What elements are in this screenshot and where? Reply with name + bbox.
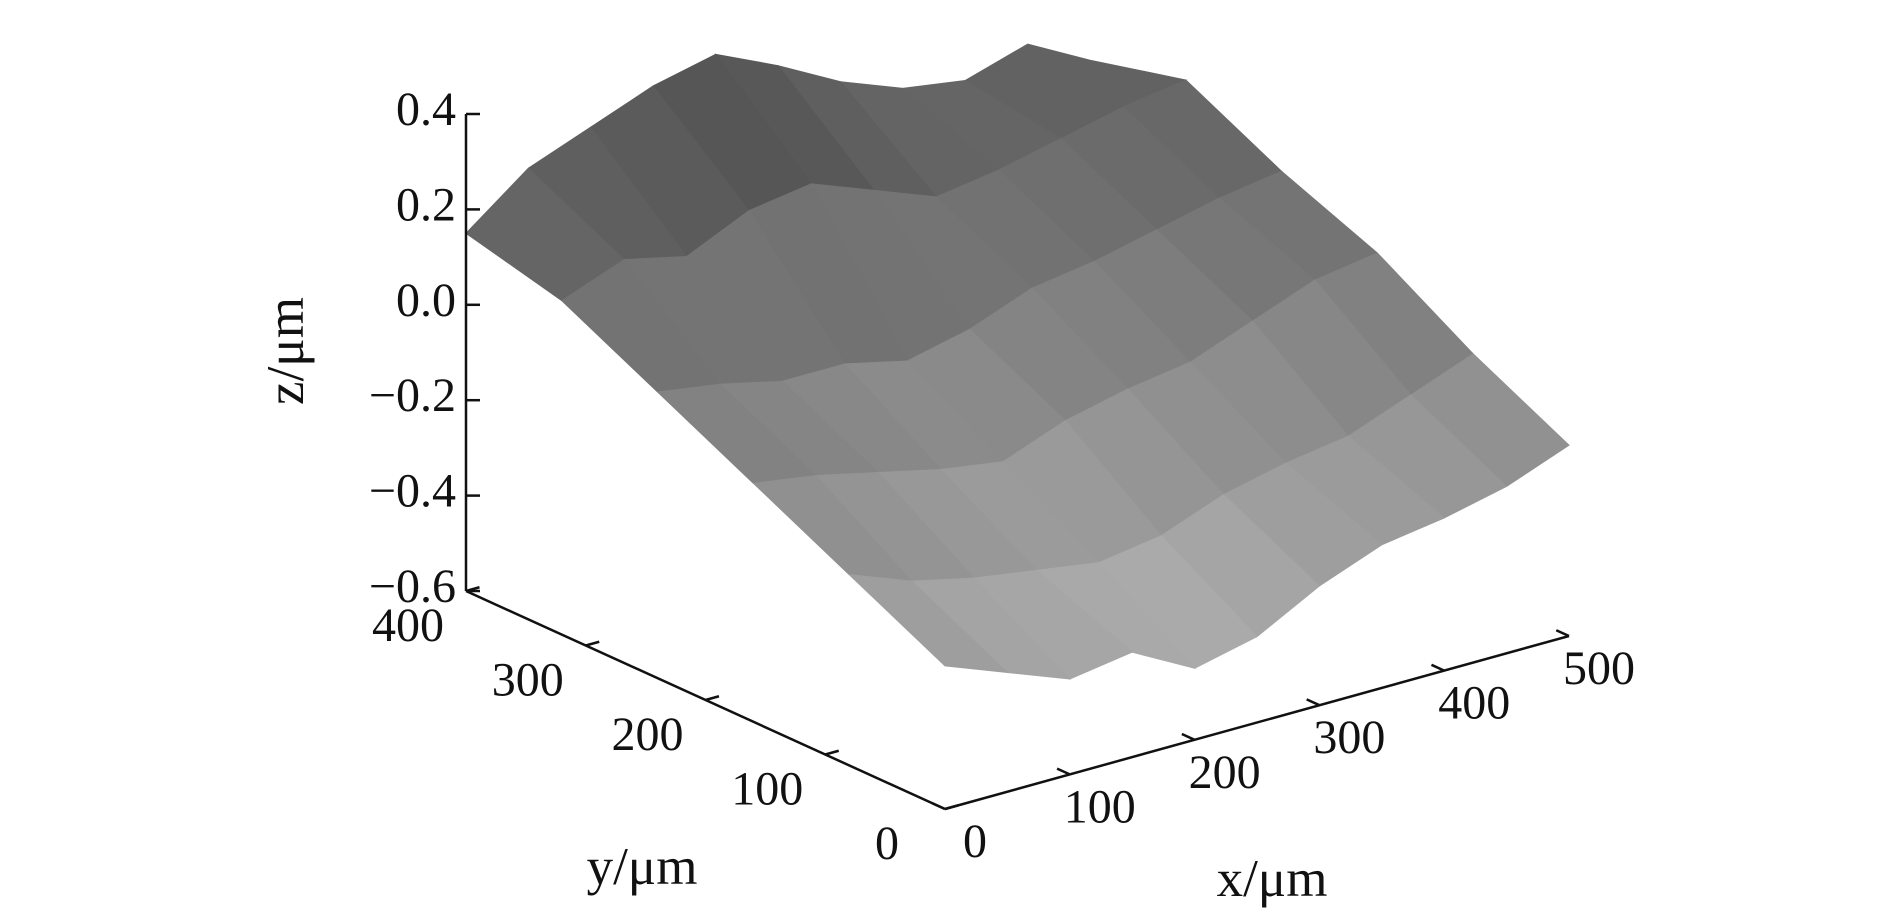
z-tick-label: −0.4 — [369, 465, 456, 518]
z-tick-label: −0.2 — [369, 369, 456, 422]
z-axis-label: z/μm — [257, 297, 315, 405]
x-tick-label: 500 — [1563, 642, 1635, 695]
x-axis-label: x/μm — [1217, 850, 1328, 908]
x-tick — [1181, 732, 1196, 741]
z-tick-label: 0.0 — [396, 274, 456, 327]
y-tick-label: 200 — [612, 708, 684, 761]
x-tick — [1430, 663, 1445, 672]
y-tick — [824, 749, 840, 756]
z-tick-label: −0.6 — [369, 560, 456, 613]
y-tick-label: 0 — [875, 817, 899, 870]
y-axis-label: y/μm — [587, 838, 698, 896]
z-tick-label: 0.2 — [396, 178, 456, 231]
y-tick-label: 300 — [492, 654, 564, 707]
z-tick-label: 0.4 — [396, 83, 456, 136]
y-tick-label: 400 — [372, 599, 444, 652]
y-tick — [944, 804, 959, 811]
x-axis — [944, 634, 1570, 811]
y-tick — [705, 695, 720, 702]
x-tick — [1555, 629, 1570, 638]
x-tick — [1056, 767, 1071, 776]
x-tick — [931, 802, 946, 811]
x-tick-label: 300 — [1313, 711, 1385, 764]
y-tick — [585, 640, 600, 647]
x-tick-label: 200 — [1189, 746, 1261, 799]
x-tick-label: 0 — [963, 815, 987, 868]
surface-patch — [847, 573, 1009, 674]
x-tick — [1306, 698, 1320, 707]
y-tick-label: 100 — [731, 763, 803, 816]
x-tick-label: 100 — [1064, 780, 1136, 833]
x-tick-label: 400 — [1438, 677, 1510, 730]
